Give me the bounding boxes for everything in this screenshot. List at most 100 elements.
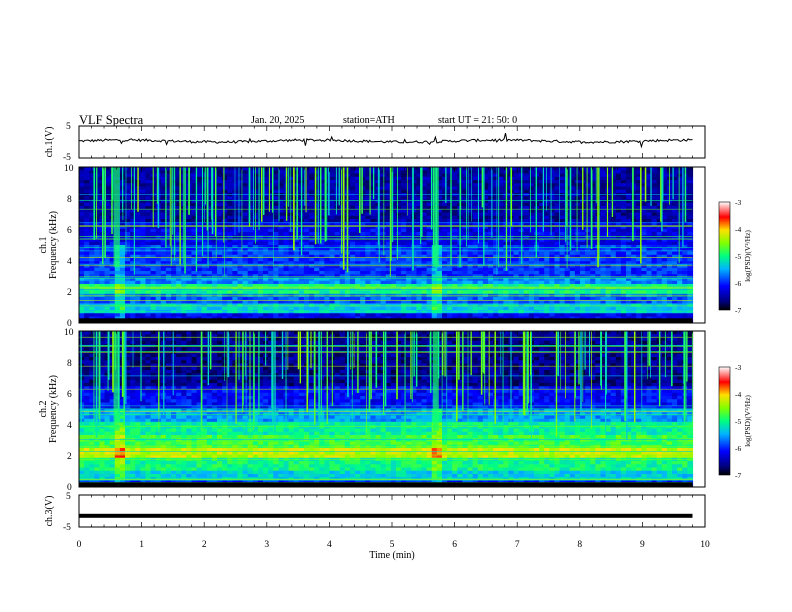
spectrogram-cell (395, 209, 402, 214)
spectrogram-cell (569, 261, 576, 266)
spectrogram-cell (518, 297, 525, 301)
spectrogram-cell (544, 183, 550, 188)
spectrogram-cell (84, 209, 90, 214)
spectrogram-cell (574, 232, 581, 236)
spectrogram-cell (84, 219, 90, 223)
spectrogram-cell (130, 170, 136, 175)
spectrogram-cell (344, 306, 351, 311)
spectrogram-cell (176, 258, 182, 262)
spectrogram-cell (539, 245, 545, 249)
spectrogram-cell (217, 180, 223, 184)
spectrogram-cell (206, 219, 213, 223)
spectrogram-cell (544, 186, 550, 191)
spectrogram-cell (314, 196, 320, 201)
spectrogram-cell (160, 241, 167, 246)
spectrogram-cell (99, 290, 106, 295)
spectrogram-cell (94, 303, 101, 308)
spectrogram-cell (431, 277, 438, 282)
spectrogram-cell (171, 238, 177, 243)
spectrogram-cell (329, 196, 336, 201)
spectrogram-cell (380, 284, 387, 288)
spectrogram-cell (334, 313, 341, 318)
spectrogram-cell (360, 261, 366, 266)
spectrogram-cell (580, 248, 586, 253)
spectrogram-cell (278, 280, 285, 285)
spectrogram-cell (283, 225, 290, 230)
spectrogram-cell (390, 222, 397, 227)
spectrogram-cell (487, 287, 494, 292)
spectrogram-cell (395, 235, 402, 240)
spectrogram-cell (462, 186, 469, 191)
spectrogram-cell (523, 238, 530, 243)
spectrogram-cell (436, 274, 443, 279)
spectrogram-cell (222, 264, 228, 269)
spectrogram-cell (436, 183, 443, 188)
spectrogram-cell (314, 261, 320, 266)
spectrogram-cell (467, 212, 474, 217)
spectrogram-cell (390, 189, 397, 194)
spectrogram-cell (303, 267, 310, 272)
spectrogram-cell (309, 290, 315, 295)
spectrogram-cell (176, 215, 182, 220)
spectrogram-cell (109, 274, 116, 279)
spectrogram-cell (365, 173, 371, 178)
spectrogram-cell (518, 306, 525, 311)
spectrogram-cell (549, 300, 556, 305)
spectrogram-cell (94, 222, 101, 227)
spectrogram-cell (441, 264, 448, 269)
spectrogram-cell (564, 248, 571, 253)
spectrogram-cell (574, 284, 581, 288)
spectrogram-cell (130, 313, 136, 318)
spectrogram-cell (278, 258, 285, 262)
spectrogram-cell (104, 251, 111, 256)
spectrogram-cell (559, 264, 566, 269)
spectrogram-cell (150, 287, 157, 292)
spectrogram-cell (534, 274, 540, 279)
spectrogram-cell (268, 264, 274, 269)
spectrogram-cell (186, 254, 193, 259)
spectrogram-cell (119, 228, 126, 233)
spectrogram-cell (580, 287, 586, 292)
spectrogram-cell (452, 313, 458, 318)
spectrogram-cell (580, 274, 586, 279)
spectrogram-cell (477, 222, 484, 227)
spectrogram-cell (401, 303, 407, 308)
spectrogram-cell (574, 238, 581, 243)
spectrogram-cell (79, 170, 85, 175)
spectrogram-cell (165, 287, 172, 292)
spectrogram-cell (334, 167, 341, 171)
spectrogram-cell (569, 180, 576, 184)
spectrogram-cell (196, 267, 203, 272)
spectrogram-cell (590, 170, 596, 175)
spectrogram-cell (314, 228, 320, 233)
spectrogram-cell (191, 251, 198, 256)
spectrogram-cell (140, 186, 147, 191)
spectrogram-cell (493, 199, 499, 204)
spectrogram-cell (130, 287, 136, 292)
spectrogram-cell (150, 284, 157, 288)
spectrogram-cell (534, 258, 540, 262)
spectrogram-cell (145, 290, 152, 295)
spectrogram-cell (135, 258, 141, 262)
spectrogram-cell (508, 248, 515, 253)
spectrogram-cell (329, 215, 336, 220)
spectrogram-cell (590, 225, 596, 230)
spectrogram-cell (421, 183, 428, 188)
spectrogram-cell (125, 313, 131, 318)
spectrogram-cell (436, 258, 443, 262)
spectrogram-cell (554, 186, 561, 191)
spectrogram-cell (590, 271, 596, 275)
spectrogram-cell (508, 284, 515, 288)
spectrogram-cell (482, 167, 489, 171)
spectrogram-cell (452, 180, 458, 184)
spectrogram-cell (487, 238, 494, 243)
spectrogram-cell (395, 180, 402, 184)
spectrogram-cell (528, 284, 535, 288)
spectrogram-cell (452, 310, 458, 314)
spectrogram-cell (227, 241, 233, 246)
spectrogram-cell (441, 176, 448, 181)
spectrogram-cell (201, 297, 208, 301)
spectrogram-cell (600, 261, 607, 266)
spectrogram-cell (493, 251, 499, 256)
spectrogram-cell (559, 173, 566, 178)
